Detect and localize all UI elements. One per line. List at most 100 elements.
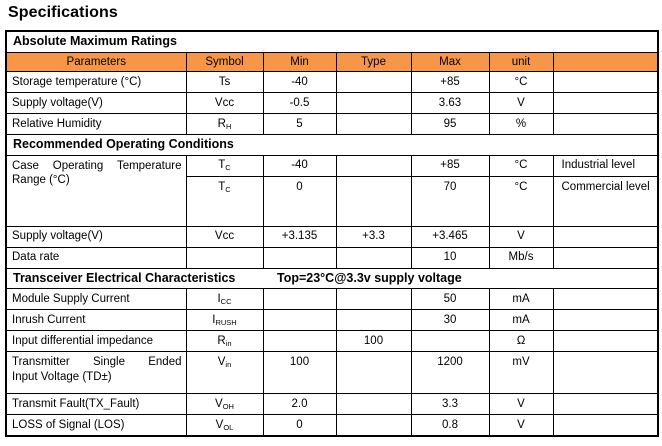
param-cell: LOSS of Signal (LOS) (5, 414, 187, 437)
param-cell: Inrush Current (5, 309, 187, 332)
note-cell (552, 393, 659, 416)
max-cell: 95 (410, 113, 490, 135)
symbol-base: T (218, 159, 226, 172)
param-cell: Supply voltage(V) (5, 92, 187, 114)
min-cell: -40 (262, 71, 337, 93)
note-cell (552, 288, 659, 311)
type-cell (335, 175, 412, 227)
symbol-base: Vcc (214, 96, 235, 109)
section-title: Recommended Operating Conditions (5, 134, 659, 156)
table-row-supply-voltage-roc: Supply voltage(V) Vcc +3.135 +3.3 +3.465… (5, 225, 659, 248)
symbol-cell: TC (185, 175, 264, 227)
spec-table: Absolute Maximum Ratings Parameters Symb… (5, 30, 660, 438)
page-title: Specifications (8, 4, 118, 21)
unit-cell: Mb/s (488, 246, 554, 269)
min-cell: 0 (262, 414, 337, 437)
type-cell (335, 92, 412, 114)
unit-cell: % (488, 113, 554, 135)
max-cell: 70 (410, 175, 490, 227)
min-cell: -0.5 (262, 92, 337, 114)
max-cell: 1200 (410, 351, 490, 395)
symbol-cell: VOH (185, 393, 264, 416)
type-cell (335, 246, 412, 269)
param-cell: Relative Humidity (5, 113, 187, 135)
note-cell (552, 113, 659, 135)
table-row-loss-of-signal: LOSS of Signal (LOS) VOL 0 0.8 V (5, 414, 659, 437)
symbol-cell: IRUSH (185, 309, 264, 332)
max-cell (410, 330, 490, 353)
section-title-condition: Top=23°C@3.3v supply voltage (277, 270, 462, 285)
type-cell: 100 (335, 330, 412, 353)
symbol-cell: RH (185, 113, 264, 135)
symbol-base: V (217, 356, 226, 369)
symbol-base: Ts (218, 75, 231, 88)
symbol-base: Vcc (214, 230, 235, 243)
symbol-subscript: H (225, 121, 232, 131)
unit-cell: °C (488, 154, 554, 177)
table-row-storage-temperature: Storage temperature (°C) Ts -40 +85 °C (5, 71, 659, 93)
max-cell: 50 (410, 288, 490, 311)
param-line1: Case Operating Temperature (12, 159, 182, 172)
symbol-subscript: C (225, 184, 231, 194)
table-row-module-supply-current: Module Supply Current ICC 50 mA (5, 288, 659, 311)
symbol-subscript: OL (223, 423, 234, 433)
param-line2: Range (°C) (12, 174, 70, 186)
note-cell (552, 330, 659, 353)
max-cell: +3.465 (410, 225, 490, 248)
col-header-parameters: Parameters (5, 51, 187, 73)
type-cell: +3.3 (335, 225, 412, 248)
max-cell: 3.3 (410, 393, 490, 416)
param-cell: Storage temperature (°C) (5, 71, 187, 93)
type-cell (335, 288, 412, 311)
symbol-subscript: in (225, 360, 232, 370)
table-row-relative-humidity: Relative Humidity RH 5 95 % (5, 113, 659, 135)
param-cell: Case Operating Temperature Range (°C) (5, 154, 187, 227)
note-cell: Industrial level (552, 154, 659, 177)
unit-cell: °C (488, 71, 554, 93)
col-header-max: Max (410, 51, 490, 73)
param-cell: Transmitter Single Ended Input Voltage (… (5, 351, 187, 395)
symbol-subscript: RUSH (215, 318, 237, 328)
param-cell: Transmit Fault(TX_Fault) (5, 393, 187, 416)
min-cell (262, 288, 337, 311)
table-row-case-temp-commercial: TC 0 70 °C Commercial level (6, 175, 659, 227)
min-cell (262, 330, 337, 353)
note-cell (552, 246, 659, 269)
unit-cell: °C (488, 175, 554, 227)
symbol-base: R (217, 335, 226, 348)
section-title: Absolute Maximum Ratings (5, 30, 659, 53)
symbol-cell: Rin (185, 330, 264, 353)
note-cell (552, 414, 659, 437)
note-cell (552, 92, 659, 114)
symbol-cell: Ts (185, 71, 264, 93)
symbol-cell: Vcc (185, 92, 264, 114)
min-cell: +3.135 (262, 225, 337, 248)
symbol-cell (185, 246, 264, 269)
max-cell: 3.63 (410, 92, 490, 114)
symbol-cell: VOL (185, 414, 264, 437)
symbol-cell: Vin (185, 351, 264, 395)
max-cell: +85 (410, 71, 490, 93)
min-cell (262, 309, 337, 332)
table-row-data-rate: Data rate 10 Mb/s (5, 246, 659, 269)
section-title: Transceiver Electrical Characteristics To… (5, 267, 659, 290)
unit-cell: mA (488, 309, 554, 332)
symbol-base: R (217, 117, 226, 130)
section-title-text: Transceiver Electrical Characteristics (13, 270, 236, 285)
col-header-blank (552, 51, 659, 73)
col-header-type: Type (335, 51, 412, 73)
note-cell (552, 351, 659, 395)
table-row-case-temp-industrial: Case Operating Temperature Range (°C) TC… (5, 154, 659, 227)
table-row-input-differential-impedance: Input differential impedance Rin 100 Ω (5, 330, 659, 353)
spec-page: Specifications Absolute Maximum Ratings … (5, 4, 660, 438)
type-cell (335, 113, 412, 135)
table-row-inrush-current: Inrush Current IRUSH 30 mA (5, 309, 659, 332)
unit-cell: Ω (488, 330, 554, 353)
symbol-cell: Vcc (185, 225, 264, 248)
symbol-subscript: in (225, 339, 232, 349)
max-cell: +85 (410, 154, 490, 177)
symbol-subscript: OH (222, 402, 234, 412)
min-cell: -40 (262, 154, 337, 177)
unit-cell: V (488, 92, 554, 114)
type-cell (335, 414, 412, 437)
